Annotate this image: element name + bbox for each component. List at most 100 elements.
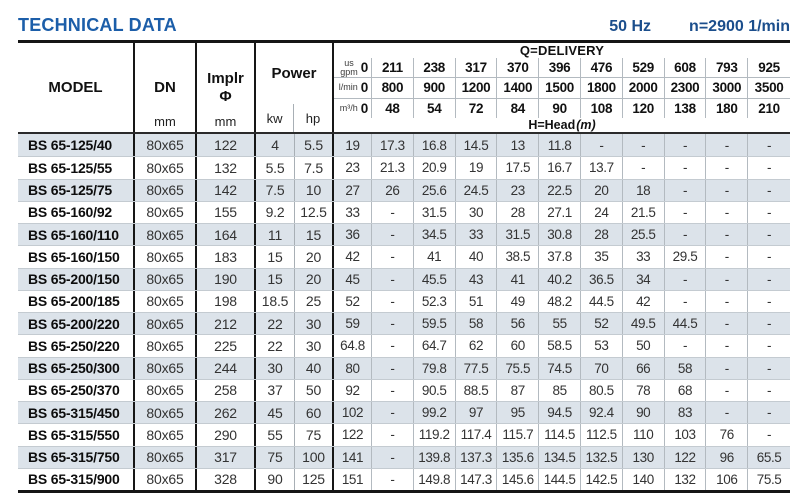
head-cell: 83 <box>665 402 707 424</box>
delivery-value-cell: 2300 <box>665 78 707 98</box>
head-cell: 19 <box>456 157 498 179</box>
head-values: 80-79.8 77.5 75.5 74.5 70 66 58- - <box>334 357 790 379</box>
hp-cell: 25 <box>295 290 334 312</box>
head-cell: 151 <box>334 468 372 490</box>
head-cell: 30 <box>456 201 498 223</box>
head-cell: 88.5 <box>456 379 498 401</box>
kw-cell: 15 <box>256 268 295 290</box>
head-title-text: H=Head <box>528 118 576 132</box>
impeller-cell: 190 <box>197 268 256 290</box>
head-cell: 49.5 <box>623 313 665 335</box>
head-values: 122-119.2 117.4 115.7 114.5 112.5 110 103 76- <box>334 424 790 446</box>
head-cell: - <box>623 157 665 179</box>
dn-cell: 80x65 <box>135 335 197 357</box>
delivery-value: 54 <box>426 100 442 116</box>
head-cell: 132.5 <box>581 446 623 468</box>
kw-cell: 45 <box>256 402 295 424</box>
delivery-value-cell: 2000 <box>623 78 665 98</box>
head-cell: - <box>706 134 749 157</box>
delivery-value: 0 <box>360 60 369 76</box>
delivery-value: 108 <box>590 100 613 116</box>
model-column-header: MODEL <box>18 43 135 132</box>
head-cell: - <box>767 137 772 153</box>
head-cell: 112.5 <box>581 424 623 446</box>
head-cell: 49 <box>497 290 540 312</box>
hp-cell: 40 <box>295 357 334 379</box>
dn-cell: 80x65 <box>135 379 197 401</box>
impeller-cell: 262 <box>197 402 256 424</box>
head-cell: - <box>706 313 749 335</box>
unit-row: m³/h 0 48 54 72 84 90 108 120 138 180 210 <box>334 97 790 118</box>
model-cell: BS 65-250/300 <box>18 357 135 379</box>
kw-cell: 22 <box>256 313 295 335</box>
table-row: BS 65-315/900 80x65 328 90 125 151-149.8 147.3… <box>18 467 790 490</box>
head-cell: 31.5 <box>414 201 456 223</box>
head-cell: 18 <box>623 179 665 201</box>
head-cell: 13.7 <box>581 157 623 179</box>
head-cell: 45.5 <box>414 268 456 290</box>
dn-cell: 80x65 <box>135 424 197 446</box>
delivery-value: 120 <box>632 100 654 116</box>
head-cell: - <box>581 134 623 157</box>
head-cell: 20.9 <box>414 157 456 179</box>
impeller-cell: 244 <box>197 357 256 379</box>
head-cell: 52 <box>334 290 372 312</box>
head-cell: - <box>767 316 772 332</box>
delivery-value-cell: 3500 <box>748 78 790 97</box>
dn-column-header: DN mm <box>135 43 197 132</box>
power-label: Power <box>271 65 317 82</box>
head-cell: 145.6 <box>497 468 540 490</box>
head-cell: 80.5 <box>581 379 623 401</box>
head-cell: 79.8 <box>414 357 456 379</box>
dn-cell: 80x65 <box>135 313 197 335</box>
head-values: 59-59.5 58 56 55 52 49.5 44.5- - <box>334 313 790 335</box>
head-cell: 53 <box>581 335 623 357</box>
impeller-cell: 183 <box>197 246 256 268</box>
head-cell: 45 <box>334 268 372 290</box>
head-cell: 52 <box>581 313 623 335</box>
kw-unit-label: kw <box>256 104 295 132</box>
head-cell: 117.4 <box>456 424 498 446</box>
head-cell: 60 <box>497 335 540 357</box>
delivery-value: 180 <box>715 100 738 116</box>
head-cell: 110 <box>623 424 665 446</box>
head-cell: 14.5 <box>456 134 498 157</box>
delivery-value-cell: 54 <box>414 98 456 118</box>
head-cell: 43 <box>456 268 498 290</box>
head-cell: 36 <box>334 224 372 246</box>
head-cell: 134.5 <box>539 446 581 468</box>
model-cell: BS 65-125/75 <box>18 179 135 201</box>
impeller-label: Implr <box>207 70 244 88</box>
head-cell: 27 <box>334 179 372 201</box>
delivery-value: 0 <box>360 80 369 96</box>
kw-cell: 75 <box>256 446 295 468</box>
head-cell: 24.5 <box>456 179 498 201</box>
head-cell: 62 <box>456 335 498 357</box>
model-cell: BS 65-250/370 <box>18 379 135 401</box>
head-cell: 75.5 <box>497 357 540 379</box>
head-cell: 74.5 <box>539 357 581 379</box>
head-cell: - <box>372 424 414 446</box>
head-cell: 68 <box>665 379 707 401</box>
head-cell: 22.5 <box>539 179 581 201</box>
head-cell: 25.5 <box>623 224 665 246</box>
model-cell: BS 65-200/220 <box>18 313 135 335</box>
hp-cell: 12.5 <box>295 201 334 223</box>
head-cell: 70 <box>581 357 623 379</box>
head-cell: 35 <box>581 246 623 268</box>
hp-cell: 20 <box>295 268 334 290</box>
head-cell: 99.2 <box>414 402 456 424</box>
head-cell: 80 <box>334 357 372 379</box>
impeller-column-header: Implr Φ mm <box>197 43 256 132</box>
delivery-value-cell: 90 <box>539 98 581 118</box>
head-cell: - <box>767 293 772 309</box>
delivery-value: 793 <box>715 60 738 76</box>
table-body: BS 65-125/40 80x65 122 4 5.5 19 17.3 16.8 14.5 13… <box>18 134 790 490</box>
head-cell: 147.3 <box>456 468 498 490</box>
delivery-value: 2000 <box>628 80 658 96</box>
head-cell: 97 <box>456 402 498 424</box>
head-cell: - <box>706 246 749 268</box>
head-cell: 30.8 <box>539 224 581 246</box>
table-row: BS 65-125/75 80x65 142 7.5 10 27 26 25.6 24.5 23 2… <box>18 178 790 201</box>
head-cell: - <box>372 468 414 490</box>
